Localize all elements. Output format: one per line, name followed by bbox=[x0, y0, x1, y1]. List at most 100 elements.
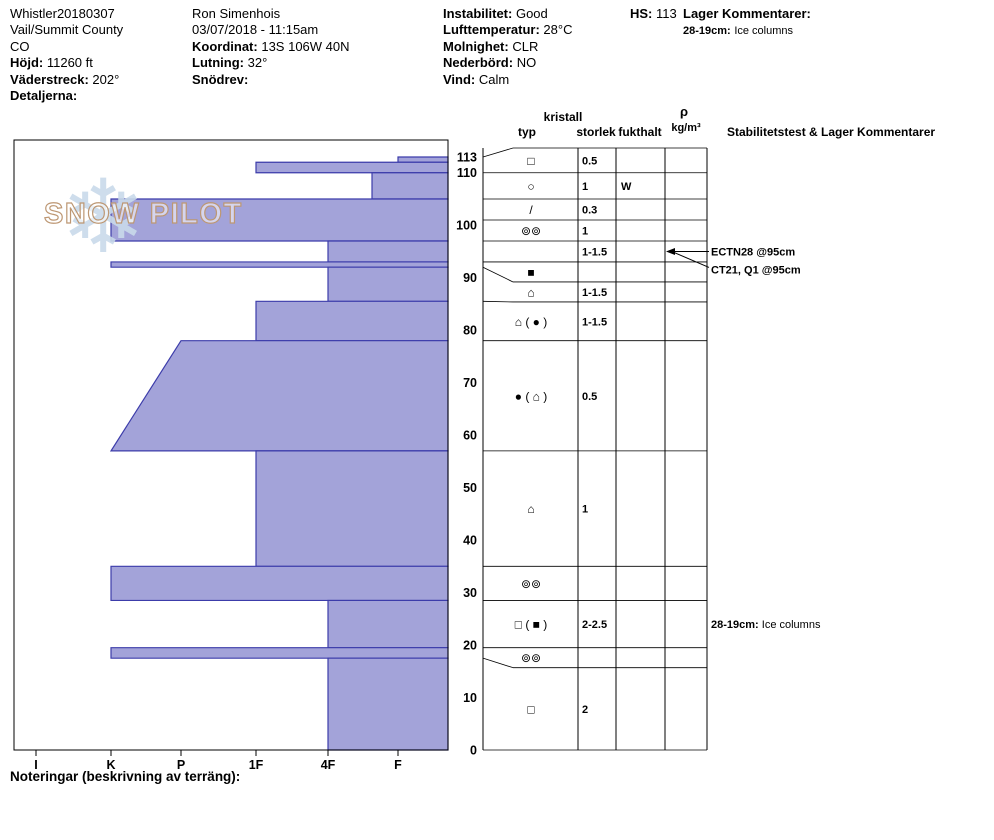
snow-layer-bar bbox=[327, 266, 449, 302]
depth-tick-label: 110 bbox=[457, 166, 477, 180]
precip-value: NO bbox=[516, 55, 537, 71]
depth-tick-label: 10 bbox=[463, 691, 477, 705]
details-row: Detaljerna: bbox=[10, 88, 123, 104]
slope-label: Lutning: bbox=[192, 55, 244, 71]
grain-type-symbol: □ bbox=[527, 154, 534, 168]
grain-type-symbol: ⌂ ( ● ) bbox=[515, 315, 548, 329]
elevation-row: Höjd: 11260 ft bbox=[10, 55, 123, 71]
grain-size-value: 0.5 bbox=[582, 391, 597, 403]
depth-tick-label: 70 bbox=[463, 376, 477, 390]
arrow-left-icon bbox=[666, 247, 675, 255]
grain-type-symbol: ⌂ bbox=[527, 285, 534, 299]
depth-tick-label: 0 bbox=[470, 744, 477, 758]
observation-datetime: 03/07/2018 - 11:15am bbox=[192, 22, 319, 38]
airtemp-value: 28°C bbox=[543, 22, 573, 38]
coordinates-label: Koordinat: bbox=[192, 38, 258, 54]
hardness-tick-label: 4F bbox=[321, 758, 336, 772]
hs-label: HS: bbox=[630, 6, 653, 21]
grain-type-symbol: ⊚⊚ bbox=[521, 577, 541, 591]
snow-layer-bar bbox=[255, 161, 449, 174]
layer-comment-text: Ice columns bbox=[734, 25, 794, 38]
observer-name: Ron Simenhois bbox=[192, 6, 281, 21]
snow-layer-bar bbox=[110, 261, 449, 268]
wind-label: Vind: bbox=[443, 71, 476, 87]
sky-value: CLR bbox=[512, 38, 539, 54]
comments-header: Stabilitetstest & Lager Kommentarer bbox=[727, 125, 935, 139]
location-line-2: CO bbox=[10, 38, 30, 54]
typ-header: typ bbox=[518, 125, 536, 139]
stability-test-label: ECTN28 @95cm bbox=[711, 246, 795, 258]
grain-type-symbol: ⊚⊚ bbox=[521, 224, 541, 238]
hs-value: 113 bbox=[656, 6, 677, 21]
density-header: ρ bbox=[680, 104, 688, 119]
elevation-value: 11260 ft bbox=[46, 55, 93, 71]
row-connector-line bbox=[482, 266, 514, 283]
instability-row: Instabilitet: Good bbox=[443, 6, 572, 22]
depth-tick-label: 40 bbox=[463, 534, 477, 548]
snow-layer-bar bbox=[255, 450, 449, 567]
row-connector-line bbox=[482, 147, 514, 158]
grain-type-symbol: ● ( ⌂ ) bbox=[515, 389, 548, 403]
grain-size-value: 0.5 bbox=[582, 155, 597, 167]
depth-tick-label: 60 bbox=[463, 429, 477, 443]
precip-label: Nederbörd: bbox=[443, 55, 514, 71]
grain-type-symbol: ⊚⊚ bbox=[521, 651, 541, 665]
snow-layer-bar bbox=[327, 240, 449, 263]
coordinates-row: Koordinat: 13S 106W 40N bbox=[192, 39, 350, 55]
snow-layer-bar bbox=[255, 300, 449, 342]
hardness-tick-label: F bbox=[394, 758, 402, 772]
coordinates-value: 13S 106W 40N bbox=[261, 38, 350, 54]
depth-tick-label: 100 bbox=[456, 219, 477, 233]
moisture-value: W bbox=[621, 181, 632, 193]
header-col-weather: Instabilitet: Good Lufttemperatur: 28°C … bbox=[443, 6, 572, 88]
slope-row: Lutning: 32° bbox=[192, 55, 350, 71]
row-connector-line bbox=[482, 657, 514, 669]
snow-layer-bar bbox=[397, 156, 449, 163]
grain-size-value: 1-1.5 bbox=[582, 287, 607, 299]
grain-size-value: 1 bbox=[582, 181, 588, 193]
grain-size-value: 1 bbox=[582, 225, 588, 237]
grain-size-value: 2-2.5 bbox=[582, 619, 607, 631]
elevation-label: Höjd: bbox=[10, 55, 44, 71]
grain-size-value: 1-1.5 bbox=[582, 316, 607, 328]
header-col-layer-comments: Lager Kommentarer: 28-19cm: Ice columns bbox=[683, 6, 811, 40]
snow-layer-bar bbox=[110, 565, 449, 602]
location-line-1: Vail/Summit County bbox=[10, 22, 124, 38]
aspect-row: Väderstreck: 202° bbox=[10, 72, 123, 88]
grain-type-symbol: ⌂ bbox=[527, 502, 534, 516]
snowflake-icon: ❄ bbox=[60, 160, 145, 274]
hardness-tick-label: I bbox=[34, 758, 37, 772]
sky-label: Molnighet: bbox=[443, 38, 509, 54]
chart-frame bbox=[13, 139, 449, 751]
aspect-label: Väderstreck: bbox=[10, 71, 89, 87]
pit-title: Whistler20180307 bbox=[10, 6, 115, 21]
storlek-header: storlek bbox=[576, 125, 616, 139]
instability-label: Instabilitet: bbox=[443, 6, 513, 21]
stability-test-label: CT21, Q1 @95cm bbox=[711, 264, 801, 276]
header-col-observer: Ron Simenhois 03/07/2018 - 11:15am Koord… bbox=[192, 6, 350, 88]
layer-comments-label: Lager Kommentarer: bbox=[683, 6, 811, 21]
grain-size-value: 2 bbox=[582, 704, 588, 716]
instability-value: Good bbox=[515, 6, 548, 21]
slope-value: 32° bbox=[247, 55, 268, 71]
snow-layer-bar bbox=[110, 647, 449, 659]
aspect-value: 202° bbox=[92, 71, 120, 87]
layer-comment-range: 28-19cm: bbox=[683, 25, 731, 38]
snow-layer-bar bbox=[371, 172, 449, 200]
hardness-tick-label: K bbox=[106, 758, 115, 772]
hs-row: HS: 113 bbox=[630, 6, 677, 22]
details-label: Detaljerna: bbox=[10, 88, 78, 104]
wind-value: Calm bbox=[478, 71, 510, 87]
depth-tick-label: 30 bbox=[463, 586, 477, 600]
row-connector-line bbox=[482, 300, 514, 303]
depth-tick-label: 20 bbox=[463, 639, 477, 653]
grain-type-symbol: / bbox=[529, 203, 533, 217]
grain-size-value: 1 bbox=[582, 504, 588, 516]
layer-comment-annotation: 28-19cm: Ice columns bbox=[711, 619, 821, 631]
depth-tick-label: 50 bbox=[463, 481, 477, 495]
airtemp-label: Lufttemperatur: bbox=[443, 22, 540, 38]
header-col-hs: HS: 113 bbox=[630, 6, 677, 22]
snow-layer-bar bbox=[327, 657, 449, 751]
